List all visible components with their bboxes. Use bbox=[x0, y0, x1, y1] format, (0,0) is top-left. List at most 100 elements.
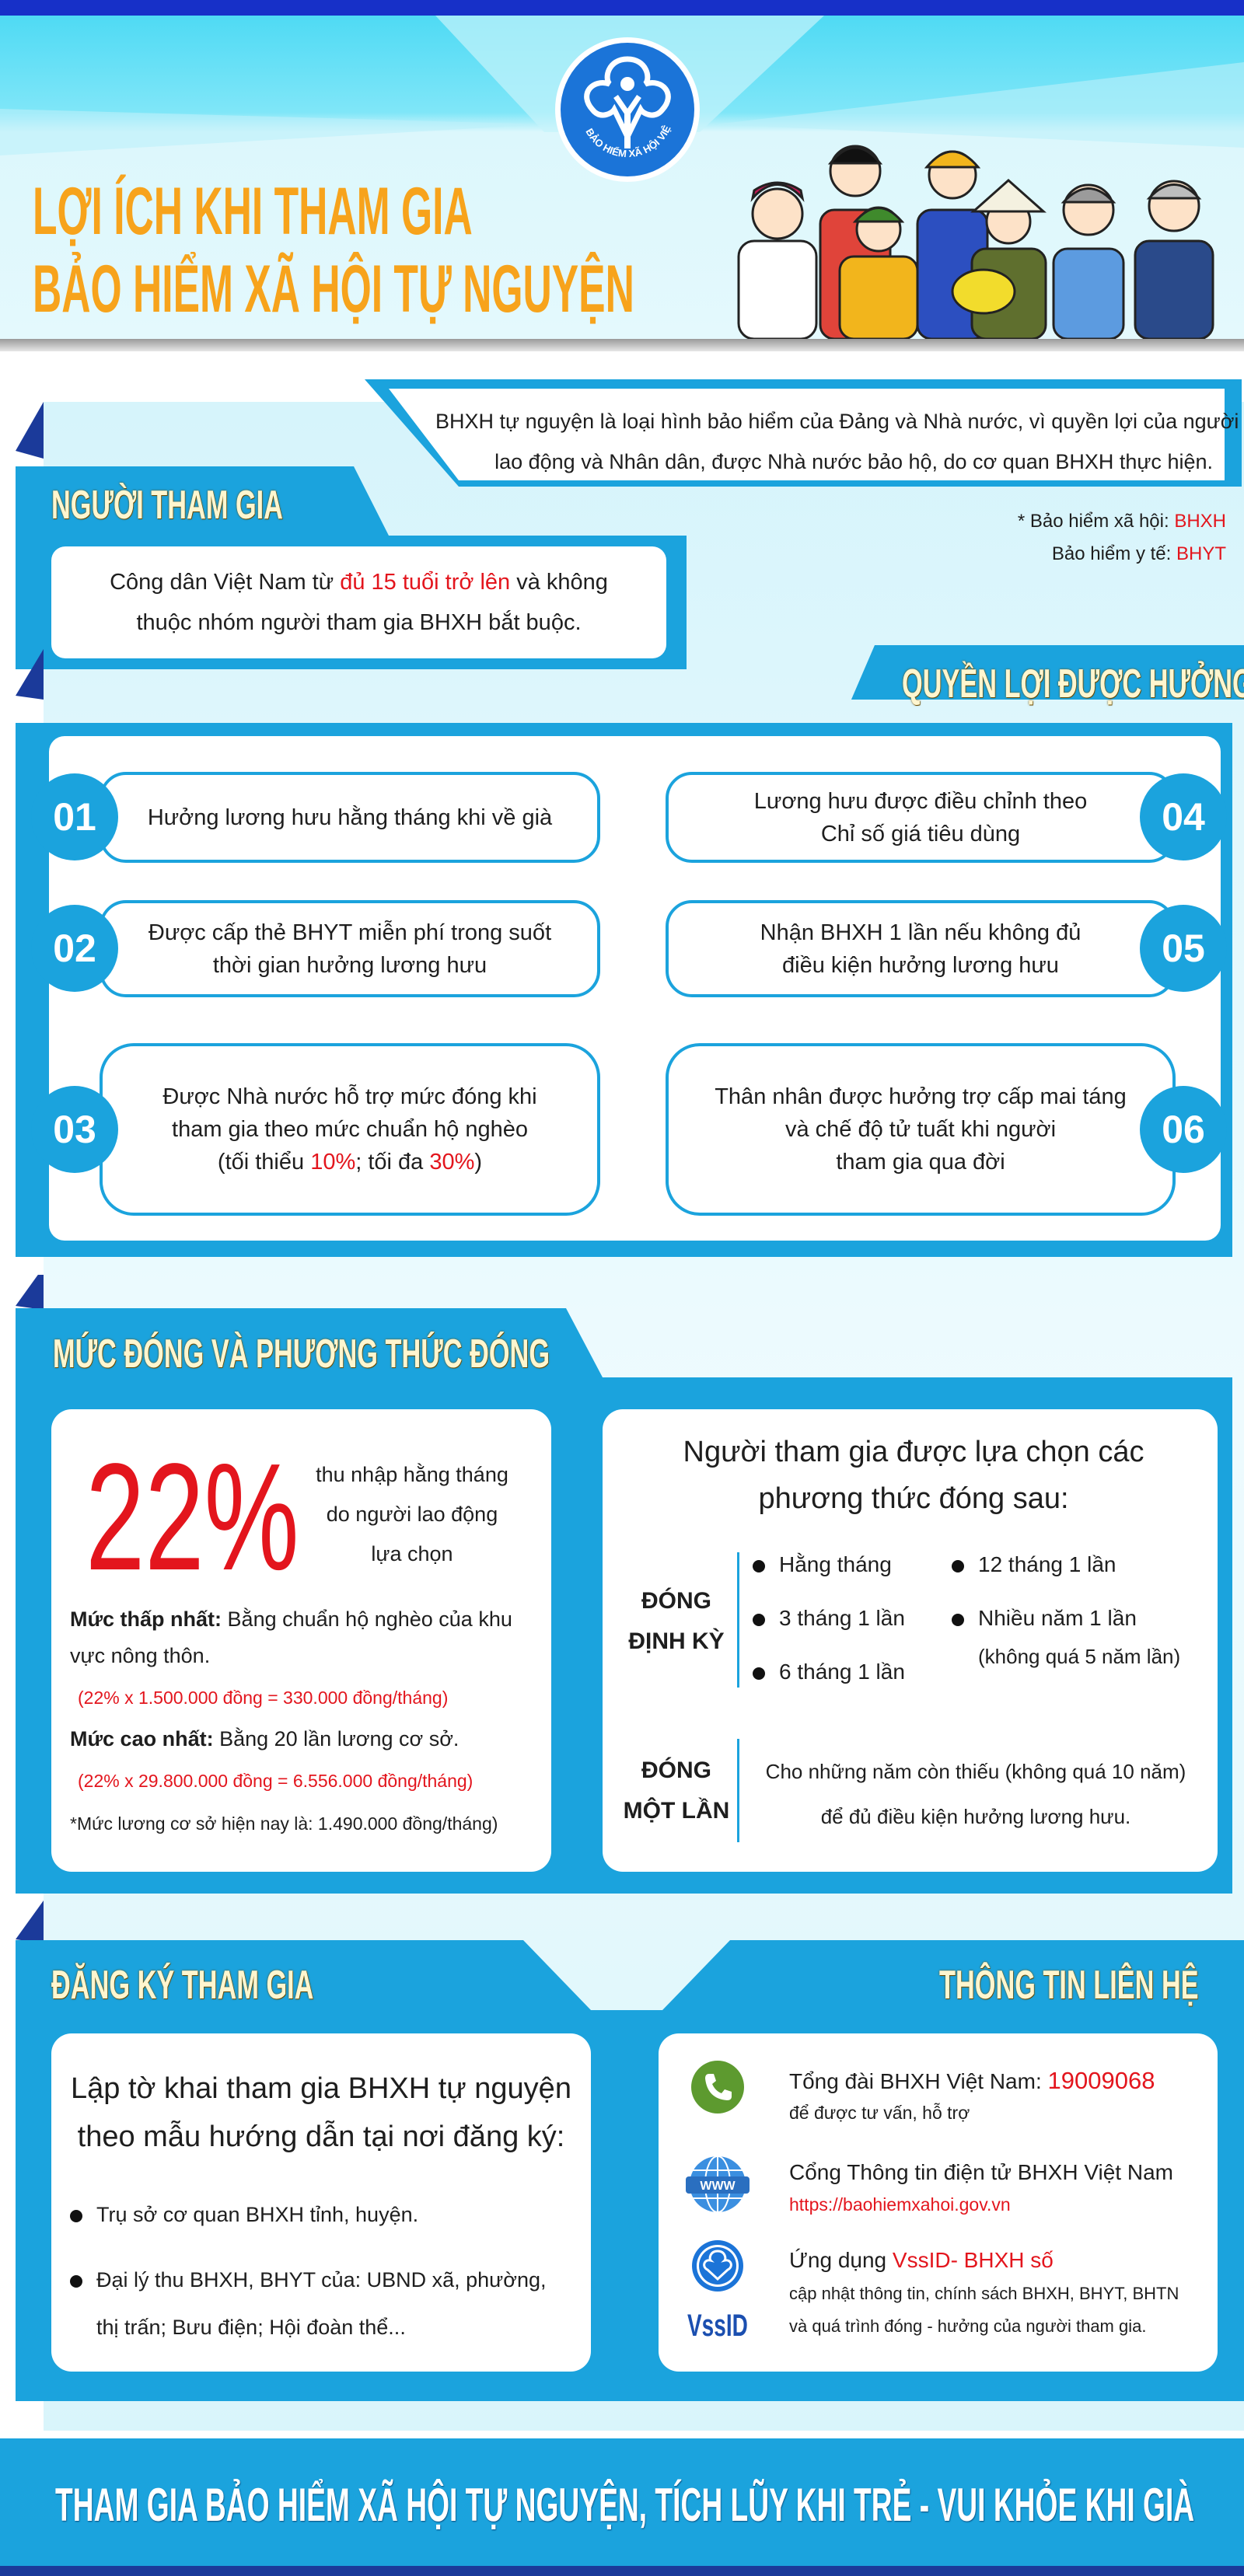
lump-sum-divider bbox=[737, 1739, 739, 1842]
benefit-number-05: 05 bbox=[1140, 905, 1227, 992]
app-prefix: Ứng dụng bbox=[789, 2248, 893, 2272]
benefit-number-01: 01 bbox=[31, 773, 118, 860]
bullet-icon bbox=[753, 1559, 765, 1572]
phone-icon bbox=[691, 2061, 744, 2114]
benefit-item-03: Được Nhà nước hỗ trợ mức đóng khi tham gi… bbox=[100, 1043, 600, 1216]
range-text: ) bbox=[474, 1150, 483, 1175]
abbr-bhxh: * Bảo hiểm xã hội: BHXH bbox=[1018, 505, 1226, 538]
top-stripe bbox=[0, 0, 1244, 16]
rate-description: thu nhập hằng tháng do người lao động lự… bbox=[307, 1455, 517, 1574]
hotline-number[interactable]: 19009068 bbox=[1047, 2067, 1155, 2094]
min-text: Bằng chuẩn hộ nghèo của khu bbox=[222, 1607, 512, 1631]
app-desc: cập nhật thông tin, chính sách BHXH, BHY… bbox=[789, 2284, 1179, 2303]
base-salary-note: *Mức lương cơ sở hiện nay là: 1.490.000 … bbox=[70, 1813, 498, 1834]
benefit-number-02: 02 bbox=[31, 905, 118, 992]
benefit-number-03: 03 bbox=[31, 1086, 118, 1173]
benefit-text: điều kiện hưởng lương hưu bbox=[782, 952, 1059, 978]
participants-text-after: và không thuộc nhóm người tham gia BHXH … bbox=[136, 570, 608, 635]
benefit-number-04: 04 bbox=[1140, 773, 1227, 860]
benefit-text: tham gia theo mức chuẩn hộ nghèo bbox=[172, 1117, 528, 1142]
hotline-info: Tổng đài BHXH Việt Nam: 19009068 để được… bbox=[789, 2064, 1155, 2127]
bullet-icon bbox=[753, 1667, 765, 1680]
option-6-months: 6 tháng 1 lần bbox=[753, 1660, 905, 1684]
contribution-heading: MỨC ĐÓNG VÀ PHƯƠNG THỨC ĐÓNG bbox=[53, 1332, 550, 1377]
place-bhxh-office: Trụ sở cơ quan BHXH tỉnh, huyện. bbox=[70, 2203, 418, 2227]
lump-sum-label: ĐÓNG MỘT LẦN bbox=[622, 1750, 731, 1831]
abbr-label: * Bảo hiểm xã hội: bbox=[1017, 511, 1175, 532]
min-rate: Mức thấp nhất: Bằng chuẩn hộ nghèo của k… bbox=[70, 1601, 544, 1638]
min-formula: (22% x 1.500.000 đồng = 330.000 đồng/thá… bbox=[78, 1688, 449, 1708]
place-text: Trụ sở cơ quan BHXH tỉnh, huyện. bbox=[96, 2203, 419, 2226]
registration-card bbox=[51, 2033, 591, 2372]
benefit-text: Lương hưu được điều chỉnh theo bbox=[753, 788, 1088, 814]
hotline-label: Tổng đài BHXH Việt Nam: bbox=[789, 2069, 1048, 2093]
benefit-text: tham gia qua đời bbox=[836, 1150, 1005, 1175]
min-text-cont: vực nông thôn. bbox=[70, 1644, 211, 1667]
bottom-stripe bbox=[0, 2566, 1244, 2576]
rate-details: Mức thấp nhất: Bằng chuẩn hộ nghèo của k… bbox=[70, 1601, 544, 1843]
registration-heading: ĐĂNG KÝ THAM GIA bbox=[51, 1963, 314, 2008]
globe-www-icon: WWW bbox=[686, 2155, 750, 2213]
option-text: Nhiều năm 1 lần bbox=[978, 1606, 1137, 1630]
rate-card bbox=[51, 1409, 551, 1872]
bullet-icon bbox=[952, 1613, 964, 1626]
min-label: Mức thấp nhất: bbox=[70, 1607, 222, 1631]
title-line-2: BẢO HIỂM XÃ HỘI TỰ NGUYỆN bbox=[33, 252, 634, 326]
option-multi-year: Nhiều năm 1 lần bbox=[952, 1606, 1137, 1631]
participants-text: Công dân Việt Nam từ đủ 15 tuổi trở lên … bbox=[106, 562, 612, 643]
benefit-support-range: (tối thiểu 10%; tối đa 30%) bbox=[162, 1146, 536, 1178]
app-info: Ứng dụng VssID- BHXH số cập nhật thông t… bbox=[789, 2243, 1179, 2343]
abbr-value: BHXH bbox=[1174, 511, 1226, 532]
range-min: 10% bbox=[310, 1150, 356, 1175]
lump-line: Cho những năm còn thiếu (không quá 10 nă… bbox=[765, 1760, 1186, 1783]
benefit-number-06: 06 bbox=[1140, 1086, 1227, 1173]
methods-card bbox=[603, 1409, 1218, 1872]
benefit-text: Nhận BHXH 1 lần nếu không đủ bbox=[760, 920, 1082, 945]
footer-slogan: THAM GIA BẢO HIỂM XÃ HỘI TỰ NGUYỆN, TÍCH… bbox=[55, 2479, 1195, 2531]
app-name[interactable]: VssID- BHXH số bbox=[892, 2248, 1054, 2272]
option-12-months: 12 tháng 1 lần bbox=[952, 1552, 1116, 1577]
max-rate: Mức cao nhất: Bằng 20 lần lương cơ sở. bbox=[70, 1721, 544, 1757]
option-3-months: 3 tháng 1 lần bbox=[753, 1606, 905, 1631]
benefit-text: và chế độ tử tuất khi người bbox=[784, 1117, 1057, 1142]
app-desc: và quá trình đóng - hưởng của người tham… bbox=[789, 2316, 1147, 2336]
place-agents-cont: thị trấn; Bưu điện; Hội đoàn thể... bbox=[96, 2316, 406, 2339]
portal-link[interactable]: https://baohiemxahoi.gov.vn bbox=[789, 2194, 1011, 2215]
abbr-label: Bảo hiểm y tế: bbox=[1051, 543, 1176, 564]
benefit-item-01: Hưởng lương hưu hằng tháng khi về già bbox=[100, 772, 600, 863]
bullet-icon bbox=[952, 1559, 964, 1572]
range-max: 30% bbox=[429, 1150, 475, 1175]
benefits-heading: QUYỀN LỢI ĐƯỢC HƯỞNG bbox=[902, 661, 1244, 707]
bullet-icon bbox=[70, 2274, 82, 2288]
label-line: ĐÓNG bbox=[641, 1588, 711, 1614]
benefit-item-06: Thân nhân được hưởng trợ cấp mai táng và … bbox=[666, 1043, 1176, 1216]
max-formula: (22% x 29.800.000 đồng = 6.556.000 đồng/… bbox=[78, 1771, 473, 1791]
option-text: 12 tháng 1 lần bbox=[978, 1552, 1116, 1576]
place-text: Đại lý thu BHXH, BHYT của: UBND xã, phườ… bbox=[96, 2268, 547, 2292]
registration-title-line: theo mẫu hướng dẫn tại nơi đăng ký: bbox=[77, 2120, 565, 2153]
intro-line-2: lao động và Nhân dân, được Nhà nước bảo … bbox=[494, 450, 1213, 473]
participants-heading: NGƯỜI THAM GIA bbox=[51, 483, 283, 528]
hotline-line: Tổng đài BHXH Việt Nam: 19009068 bbox=[789, 2064, 1155, 2099]
intro-text: BHXH tự nguyện là loại hình bảo hiểm của… bbox=[435, 401, 1239, 482]
methods-title-line: Người tham gia được lựa chọn các bbox=[683, 1436, 1144, 1468]
label-line: ĐÓNG bbox=[641, 1757, 711, 1783]
methods-title-line: phương thức đóng sau: bbox=[758, 1482, 1069, 1515]
intro-line-1: BHXH tự nguyện là loại hình bảo hiểm của… bbox=[435, 410, 1239, 433]
app-line: Ứng dụng VssID- BHXH số bbox=[789, 2243, 1179, 2278]
participants-card: Công dân Việt Nam từ đủ 15 tuổi trở lên … bbox=[51, 546, 666, 658]
rate-value: 22% bbox=[86, 1432, 299, 1602]
bullet-icon bbox=[70, 2209, 82, 2222]
label-line: ĐỊNH KỲ bbox=[628, 1628, 725, 1654]
option-text: 6 tháng 1 lần bbox=[779, 1660, 905, 1684]
methods-title: Người tham gia được lựa chọn các phương … bbox=[622, 1429, 1205, 1522]
lump-line: để đủ điều kiện hưởng lương hưu. bbox=[820, 1805, 1131, 1828]
title-line-1: LỢI ÍCH KHI THAM GIA bbox=[33, 174, 473, 249]
benefit-text: thời gian hưởng lương hưu bbox=[212, 952, 487, 978]
periodic-label: ĐÓNG ĐỊNH KỲ bbox=[622, 1581, 731, 1662]
lump-sum-text: Cho những năm còn thiếu (không quá 10 nă… bbox=[743, 1749, 1209, 1839]
benefit-text: Thân nhân được hưởng trợ cấp mai táng bbox=[715, 1084, 1127, 1109]
benefit-text: Được cấp thẻ BHYT miễn phí trong suốt bbox=[148, 920, 552, 945]
participants-age-highlight: đủ 15 tuổi trở lên bbox=[340, 570, 511, 595]
hotline-desc: để được tư vấn, hỗ trợ bbox=[789, 2103, 970, 2123]
